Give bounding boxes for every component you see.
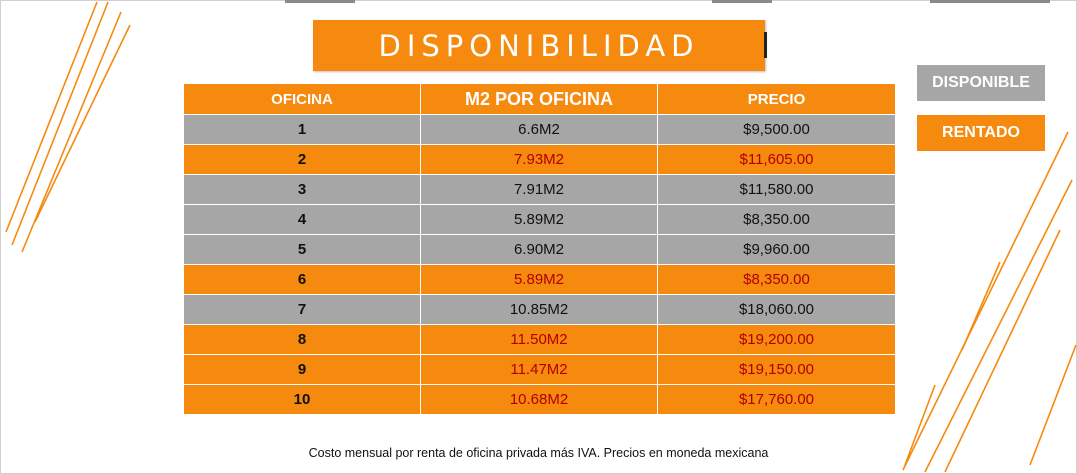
cell-precio: $17,760.00: [657, 384, 896, 415]
legend-disponible: DISPONIBLE: [917, 65, 1045, 101]
page-title: DISPONIBILIDAD: [378, 28, 700, 63]
title-accent-mark: [764, 32, 767, 58]
cell-oficina: 4: [183, 204, 421, 235]
cell-precio: $8,350.00: [657, 204, 896, 235]
table-row: 6 5.89M2 $8,350.00: [183, 264, 896, 295]
cell-oficina: 9: [183, 354, 421, 385]
cell-oficina: 6: [183, 264, 421, 295]
availability-table: OFICINA M2 POR OFICINA PRECIO 1 6.6M2 $9…: [183, 83, 896, 415]
table-row: 2 7.93M2 $11,605.00: [183, 144, 896, 175]
cell-precio: $18,060.00: [657, 294, 896, 325]
table-row: 9 11.47M2 $19,150.00: [183, 354, 896, 385]
cell-m2: 10.68M2: [420, 384, 658, 415]
column-header-oficina: OFICINA: [183, 83, 421, 115]
cell-precio: $11,580.00: [657, 174, 896, 205]
cell-oficina: 10: [183, 384, 421, 415]
title-banner: DISPONIBILIDAD: [313, 20, 767, 71]
table-header-row: OFICINA M2 POR OFICINA PRECIO: [183, 83, 896, 115]
cell-oficina: 2: [183, 144, 421, 175]
cell-oficina: 5: [183, 234, 421, 265]
table-row: 4 5.89M2 $8,350.00: [183, 204, 896, 235]
cell-m2: 10.85M2: [420, 294, 658, 325]
cell-oficina: 1: [183, 114, 421, 145]
cell-m2: 7.91M2: [420, 174, 658, 205]
cell-precio: $19,150.00: [657, 354, 896, 385]
top-border-strip: [930, 0, 1050, 3]
cell-oficina: 7: [183, 294, 421, 325]
cell-m2: 11.47M2: [420, 354, 658, 385]
table-row: 8 11.50M2 $19,200.00: [183, 324, 896, 355]
cell-m2: 5.89M2: [420, 204, 658, 235]
table-row: 10 10.68M2 $17,760.00: [183, 384, 896, 415]
table-row: 5 6.90M2 $9,960.00: [183, 234, 896, 265]
top-border-strip: [285, 0, 355, 3]
cell-m2: 6.6M2: [420, 114, 658, 145]
cell-precio: $9,960.00: [657, 234, 896, 265]
legend-rentado: RENTADO: [917, 115, 1045, 151]
cell-m2: 5.89M2: [420, 264, 658, 295]
cell-precio: $8,350.00: [657, 264, 896, 295]
cell-m2: 7.93M2: [420, 144, 658, 175]
cell-oficina: 3: [183, 174, 421, 205]
column-header-precio: PRECIO: [657, 83, 896, 115]
cell-oficina: 8: [183, 324, 421, 355]
cell-precio: $19,200.00: [657, 324, 896, 355]
top-border-strip: [712, 0, 772, 3]
cell-precio: $11,605.00: [657, 144, 896, 175]
table-row: 7 10.85M2 $18,060.00: [183, 294, 896, 325]
footnote: Costo mensual por renta de oficina priva…: [308, 446, 769, 460]
cell-precio: $9,500.00: [657, 114, 896, 145]
cell-m2: 6.90M2: [420, 234, 658, 265]
cell-m2: 11.50M2: [420, 324, 658, 355]
column-header-m2: M2 POR OFICINA: [420, 83, 658, 115]
table-row: 3 7.91M2 $11,580.00: [183, 174, 896, 205]
table-row: 1 6.6M2 $9,500.00: [183, 114, 896, 145]
